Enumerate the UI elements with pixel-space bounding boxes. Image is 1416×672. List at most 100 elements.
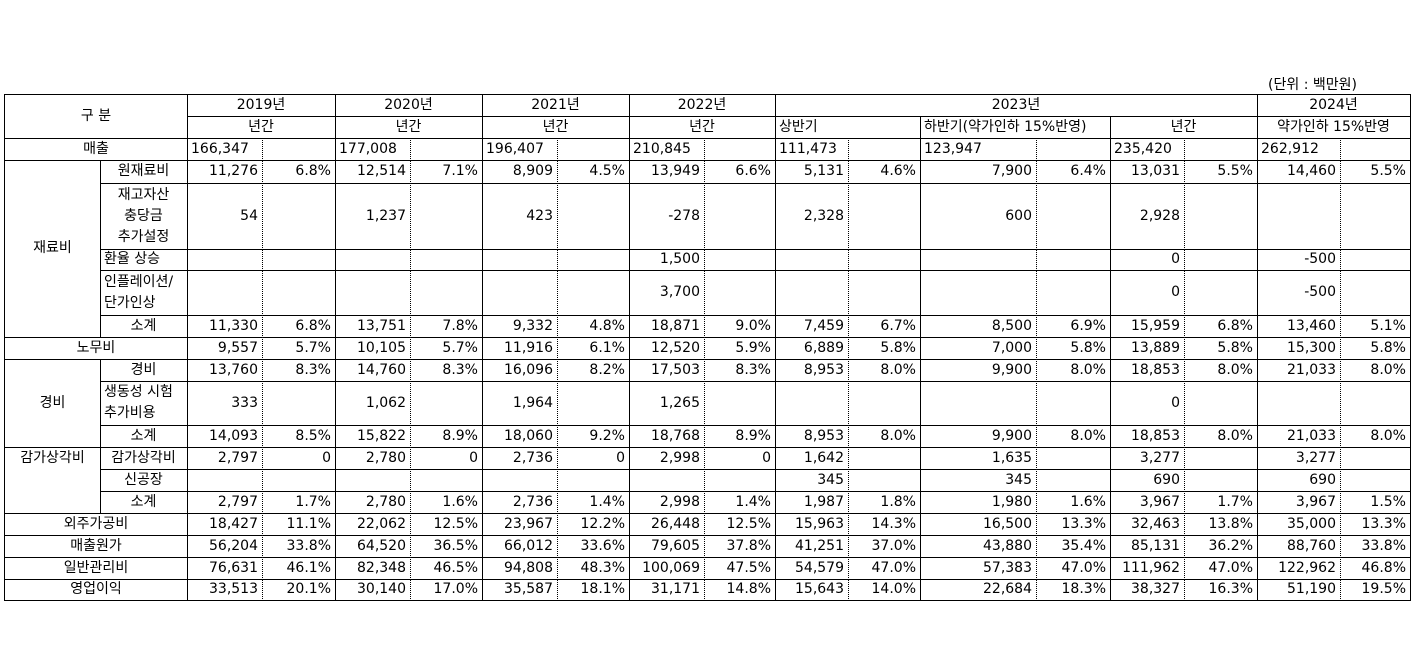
year-header: 2020년 — [335, 95, 483, 117]
cell: 12.5% — [410, 513, 483, 536]
row-label: 환율 상승 — [100, 249, 188, 271]
cell: 8.0% — [848, 359, 921, 382]
cell: 13,751 — [335, 315, 411, 338]
cell: 36.5% — [410, 535, 483, 558]
cell: 48.3% — [557, 557, 630, 580]
cell — [848, 447, 921, 470]
cell: 23,967 — [482, 513, 558, 536]
cell: 8,953 — [775, 425, 849, 448]
cell: 123,947 — [920, 138, 1037, 161]
cell: 15,822 — [335, 425, 411, 448]
cell: 2,797 — [187, 447, 263, 470]
cell: 2,736 — [482, 491, 558, 514]
cell — [704, 270, 776, 316]
cell: 8.3% — [262, 359, 336, 382]
cell: 14.3% — [848, 513, 921, 536]
cell: 6.7% — [848, 315, 921, 338]
row-label: 소계 — [100, 491, 188, 514]
cell: 13,031 — [1110, 160, 1185, 184]
cell — [1340, 138, 1411, 161]
cell: 47.5% — [704, 557, 776, 580]
cell: 7.1% — [410, 160, 483, 184]
row-label: 소계 — [100, 425, 188, 448]
cell: 8.0% — [1340, 359, 1411, 382]
cell: 7,000 — [920, 337, 1037, 360]
cell — [1184, 447, 1258, 470]
cell: 6.8% — [262, 160, 336, 184]
cell: 12,520 — [629, 337, 705, 360]
cell: 33.6% — [557, 535, 630, 558]
table-border — [5, 94, 1411, 95]
cell: 2,780 — [335, 491, 411, 514]
cell: 690 — [1257, 469, 1341, 492]
cell: 1.6% — [1036, 491, 1111, 514]
cell: 18,871 — [629, 315, 705, 338]
cell: 64,520 — [335, 535, 411, 558]
cell: 333 — [187, 381, 263, 426]
year-header: 2023년 — [775, 95, 1258, 117]
cell: 20.1% — [262, 579, 336, 601]
cell — [1036, 138, 1111, 161]
cell: 5.8% — [1184, 337, 1258, 360]
period-header: 하반기(약가인하 15%반영) — [920, 116, 1111, 139]
cell: 16,500 — [920, 513, 1037, 536]
cell: 11.1% — [262, 513, 336, 536]
row-label: 일반관리비 — [5, 557, 188, 580]
cell: 4.6% — [848, 160, 921, 184]
cell — [1184, 138, 1258, 161]
cell: 41,251 — [775, 535, 849, 558]
cell: 100,069 — [629, 557, 705, 580]
cell — [410, 138, 483, 161]
cell: 26,448 — [629, 513, 705, 536]
cell: 21,033 — [1257, 425, 1341, 448]
cell: 11,276 — [187, 160, 263, 184]
cell: 14,760 — [335, 359, 411, 382]
cell: 18.3% — [1036, 579, 1111, 601]
cell: 14.0% — [848, 579, 921, 601]
cell — [1184, 469, 1258, 492]
cell — [187, 270, 263, 316]
cell: 7,459 — [775, 315, 849, 338]
cell: 6,889 — [775, 337, 849, 360]
cell: 88,760 — [1257, 535, 1341, 558]
cell: 15,963 — [775, 513, 849, 536]
cell: 8,909 — [482, 160, 558, 184]
cell: 2,797 — [187, 491, 263, 514]
row-label: 소계 — [100, 315, 188, 338]
cell: 8.2% — [557, 359, 630, 382]
group-label: 경비 — [5, 359, 101, 448]
cell: 1.7% — [262, 491, 336, 514]
row-label: 인플레이션/ 단가인상 — [100, 270, 188, 316]
cell: 1,635 — [920, 447, 1037, 470]
cell: 31,171 — [629, 579, 705, 601]
cell: 46.8% — [1340, 557, 1411, 580]
cell — [1036, 249, 1111, 271]
cell — [848, 381, 921, 426]
cell — [1257, 183, 1341, 250]
cell: 15,959 — [1110, 315, 1185, 338]
cell: 47.0% — [848, 557, 921, 580]
cell: 5.1% — [1340, 315, 1411, 338]
cell: 1,265 — [629, 381, 705, 426]
cell: 8.3% — [410, 359, 483, 382]
cell: 7.8% — [410, 315, 483, 338]
cell — [920, 381, 1037, 426]
cell: 56,204 — [187, 535, 263, 558]
cell: 3,700 — [629, 270, 705, 316]
cell: 13.3% — [1036, 513, 1111, 536]
cell: 32,463 — [1110, 513, 1185, 536]
cell: 8.0% — [1036, 359, 1111, 382]
cell: 1,980 — [920, 491, 1037, 514]
cell — [1257, 381, 1341, 426]
cell — [1184, 249, 1258, 271]
cell: 5.8% — [848, 337, 921, 360]
cell: 15,643 — [775, 579, 849, 601]
cell: 8,500 — [920, 315, 1037, 338]
cell: 3,277 — [1110, 447, 1185, 470]
cell: 3,967 — [1110, 491, 1185, 514]
cell — [410, 270, 483, 316]
period-header: 년간 — [482, 116, 630, 139]
cell — [704, 381, 776, 426]
cell: 0 — [1110, 270, 1185, 316]
cell — [848, 183, 921, 250]
